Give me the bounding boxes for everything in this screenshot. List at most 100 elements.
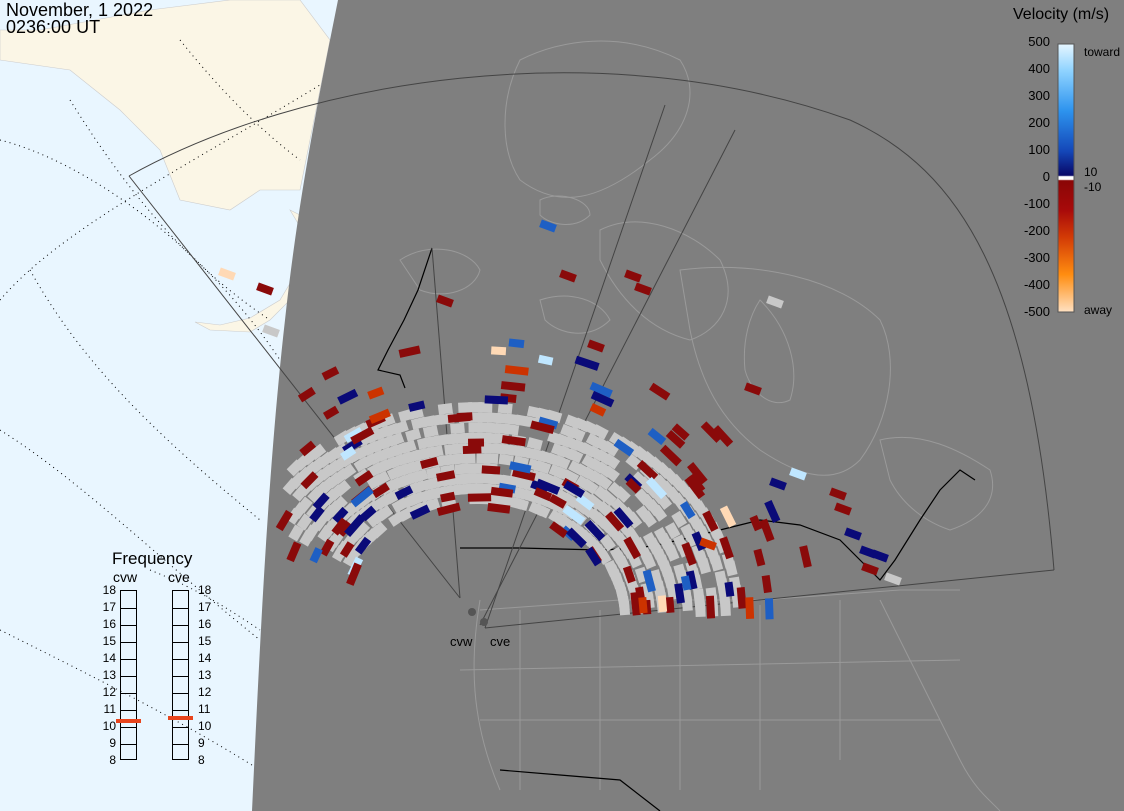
velocity-cell: [484, 395, 509, 405]
velocity-cell: [537, 354, 554, 366]
ground-scatter-cell: [296, 496, 313, 514]
velocity-cell: [371, 482, 390, 499]
ground-scatter-cell: [333, 479, 352, 497]
velocity-cell: [674, 583, 685, 604]
velocity-cell: [753, 548, 766, 567]
velocity-cell: [354, 536, 372, 555]
velocity-cell: [630, 591, 641, 616]
ground-scatter-cell: [353, 521, 371, 539]
borders: [377, 247, 976, 811]
frequency-scale-label: 15: [198, 634, 212, 648]
velocity-cell: [354, 470, 374, 487]
velocity-cell: [665, 596, 675, 613]
velocity-cell: [332, 506, 349, 524]
velocity-cell: [350, 426, 375, 445]
frequency-scale-label: 14: [198, 651, 212, 665]
frequency-gridline: [121, 625, 136, 626]
frequency-marker-cvw: [116, 718, 141, 723]
velocity-cell: [613, 507, 634, 529]
velocity-cell: [724, 581, 735, 597]
frequency-station-cvw: cvw: [113, 569, 138, 585]
velocity-cell: [440, 491, 456, 503]
frequency-gridline: [121, 744, 136, 745]
velocity-cell: [687, 473, 706, 494]
velocity-cell: [398, 345, 421, 358]
frequency-scale-label: 10: [198, 719, 212, 733]
frequency-scale-label: 11: [103, 702, 116, 716]
velocity-cell: [436, 502, 461, 516]
velocity-cell: [337, 388, 359, 405]
velocity-cell: [368, 408, 391, 424]
velocity-cell: [719, 505, 737, 528]
ground-scatter-cell: [405, 428, 422, 442]
velocity-cell: [535, 478, 561, 495]
velocity-cell: [322, 405, 340, 420]
ground-scatter-cell: [664, 522, 681, 540]
frequency-gridline: [121, 727, 136, 728]
colorbar-tick-label: 500: [1028, 34, 1050, 49]
ground-scatter-cell: [376, 505, 394, 522]
ground-scatter-cell: [387, 432, 405, 447]
ground-scatter-cell: [409, 480, 427, 495]
velocity-cell: [344, 514, 366, 538]
velocity-cell: [605, 511, 625, 532]
ground-scatter-cell: [602, 453, 621, 470]
frequency-scale-label: 13: [102, 668, 116, 682]
ground-scatter-cell: [613, 486, 631, 503]
velocity-cell: [559, 269, 577, 283]
frequency-gridline: [173, 676, 188, 677]
velocity-cell: [649, 382, 671, 401]
ground-scatter-cell: [427, 445, 444, 458]
frequency-gridline: [173, 710, 188, 711]
ground-scatter-cell: [595, 473, 613, 491]
velocity-cell: [638, 596, 648, 614]
ground-scatter-cell: [483, 453, 499, 465]
ground-scatter-cell: [650, 504, 668, 522]
frequency-bar-cve: [172, 590, 189, 760]
velocity-cell: [508, 338, 525, 349]
ground-scatter-cell: [373, 470, 391, 487]
ground-scatter-cell: [553, 454, 571, 470]
velocity-cell: [589, 403, 607, 417]
velocity-cell: [275, 509, 293, 532]
ground-scatter-cell: [595, 547, 612, 565]
frequency-gridline: [121, 693, 136, 694]
colorbar-tick-label: -400: [1023, 277, 1050, 292]
frequency-gridline: [173, 625, 188, 626]
velocity-cell: [634, 282, 652, 296]
velocity-cell: [671, 423, 690, 441]
velocity-cell: [736, 587, 747, 609]
velocity-cell: [719, 536, 734, 560]
velocity-cell: [511, 468, 536, 482]
coastlines: [399, 40, 1001, 811]
velocity-cell: [350, 486, 374, 508]
frequency-scale-label: 17: [102, 600, 116, 614]
ground-scatter-cell: [724, 560, 738, 577]
frequency-scale-label: 17: [198, 600, 212, 614]
velocity-cell: [297, 386, 316, 403]
velocity-cell: [300, 471, 319, 490]
graticule: [0, 39, 321, 771]
velocity-cell: [744, 382, 762, 396]
velocity-cell: [566, 527, 587, 549]
velocity-cell: [766, 295, 784, 309]
colorbar-tick-label: -100: [1023, 196, 1050, 211]
velocity-cell: [699, 537, 717, 551]
frequency-gridline: [173, 693, 188, 694]
velocity-cell: [645, 476, 668, 500]
velocity-cell: [871, 549, 889, 563]
velocity-cell: [339, 541, 355, 558]
velocity-cell: [562, 505, 586, 525]
colorbar-title: Velocity (m/s): [1013, 6, 1110, 23]
radar-site-cvw: [468, 608, 476, 616]
velocity-cell: [642, 569, 656, 593]
velocity-cell: [262, 324, 280, 338]
frequency-scale-label: 18: [198, 583, 212, 597]
frequency-scale-label: 8: [198, 753, 205, 767]
ground-scatter-cell: [497, 402, 513, 415]
velocity-cell: [490, 486, 514, 498]
velocity-cell: [681, 542, 697, 566]
velocity-cell: [218, 267, 236, 281]
velocity-cell: [884, 572, 902, 586]
